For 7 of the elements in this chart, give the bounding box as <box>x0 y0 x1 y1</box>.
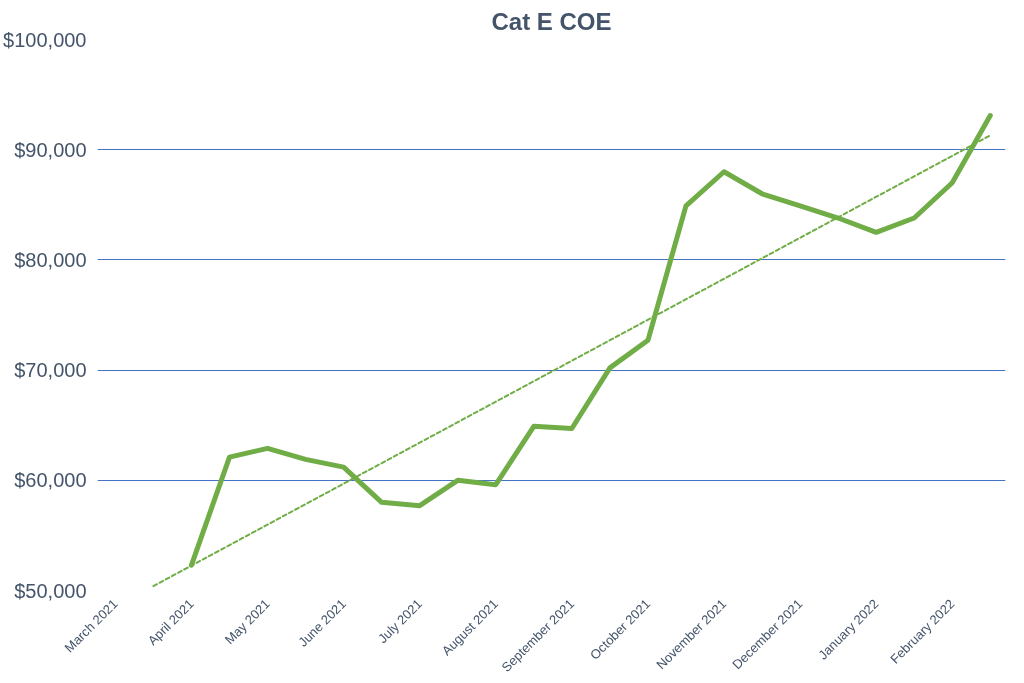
y-tick-label: $60,000 <box>14 469 87 492</box>
y-tick-label: $50,000 <box>14 579 87 602</box>
y-tick-label: $70,000 <box>14 359 87 382</box>
y-tick-label: $90,000 <box>14 138 87 161</box>
y-tick-label: $100,000 <box>3 28 87 51</box>
chart-title: Cat E COE <box>491 7 612 35</box>
y-tick-label: $80,000 <box>14 248 87 271</box>
